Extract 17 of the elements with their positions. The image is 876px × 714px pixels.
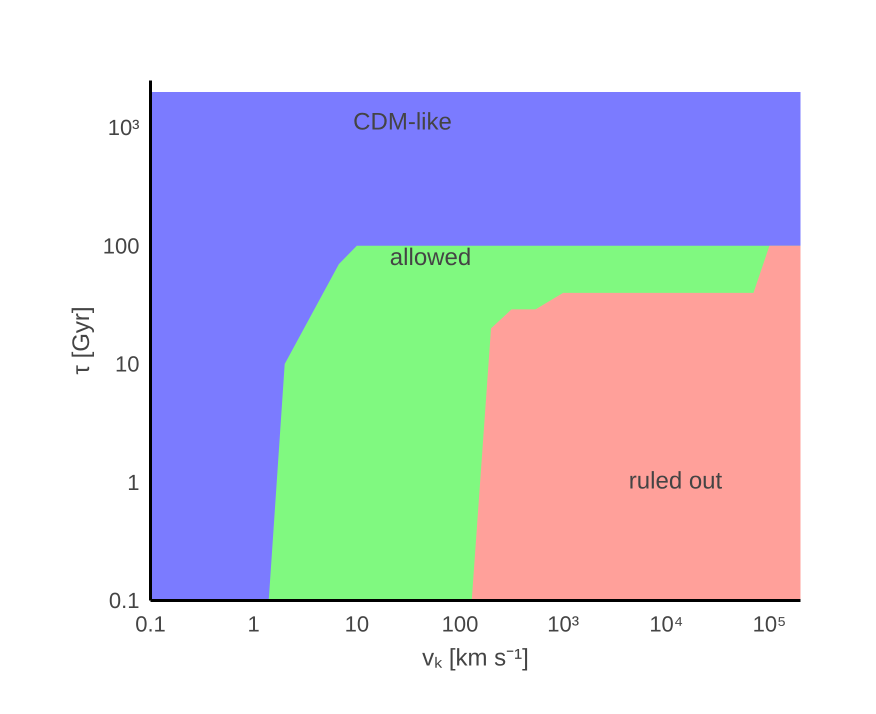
y-tick-label: 10 xyxy=(115,352,140,377)
x-tick-label: 0.1 xyxy=(135,612,166,636)
annotation: allowed xyxy=(390,244,472,271)
y-tick-label: 100 xyxy=(102,233,140,258)
x-tick-label: 10⁴ xyxy=(649,612,684,636)
y-tick-label: 10³ xyxy=(108,115,140,140)
x-tick-label: 10³ xyxy=(547,612,580,636)
x-tick-label: 100 xyxy=(442,612,478,636)
x-tick-label: 10⁵ xyxy=(752,612,786,636)
y-tick-label: 1 xyxy=(127,470,140,495)
annotation: ruled out xyxy=(628,467,723,494)
y-axis-title: τ [Gyr] xyxy=(68,306,95,375)
x-tick-label: 10 xyxy=(344,612,370,636)
annotation: CDM-like xyxy=(353,108,452,136)
y-tick-label: 0.1 xyxy=(108,588,140,613)
x-axis-title: vₖ [km s⁻¹] xyxy=(422,644,529,672)
x-tick-label: 1 xyxy=(248,612,260,636)
